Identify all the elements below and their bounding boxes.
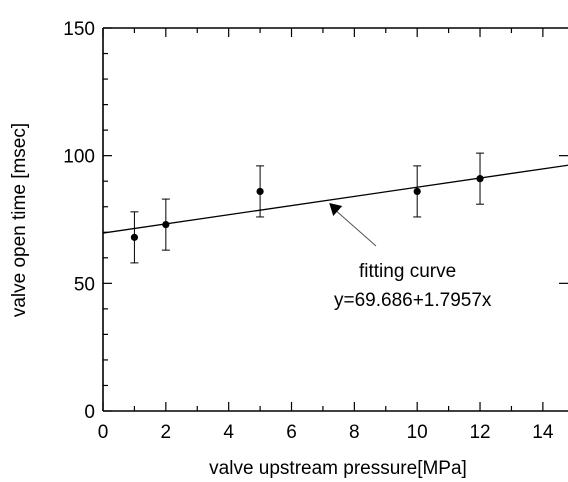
y-axis-label: valve open time [msec] [9,123,30,317]
y-tick-label: 150 [63,19,95,40]
annotation-leader-line [334,209,377,247]
x-tick-label: 2 [161,422,172,443]
x-tick-label: 6 [286,422,297,443]
annotation-arrowhead [329,203,343,217]
data-point [413,187,421,196]
fit-equation: y=69.686+1.7957x [334,290,492,311]
data-point [130,233,139,241]
data-point [476,175,484,183]
x-tick-label: 10 [407,422,428,443]
x-axis-label: valve upstream pressure[MPa] [209,458,467,479]
annotation-label: fitting curve [359,261,456,282]
y-tick-label: 0 [84,402,95,423]
annotation: fitting curve y=69.686+1.7957x [329,203,492,311]
ticks [102,27,568,412]
data-point [256,187,264,196]
x-tick-label: 14 [532,422,554,443]
x-tick-label: 0 [98,422,109,443]
x-tick-label: 12 [469,422,490,443]
tick-labels: 0 2 4 6 8 10 12 14 0 50 100 150 [63,19,554,443]
y-tick-label: 100 [63,147,95,168]
x-tick-label: 4 [223,422,234,443]
y-tick-label: 50 [74,274,95,295]
fit-line-group [102,164,568,234]
data-point [162,221,170,229]
data-points [130,152,485,264]
axes [102,27,568,412]
x-tick-label: 8 [349,422,360,443]
fit-line [102,164,568,234]
